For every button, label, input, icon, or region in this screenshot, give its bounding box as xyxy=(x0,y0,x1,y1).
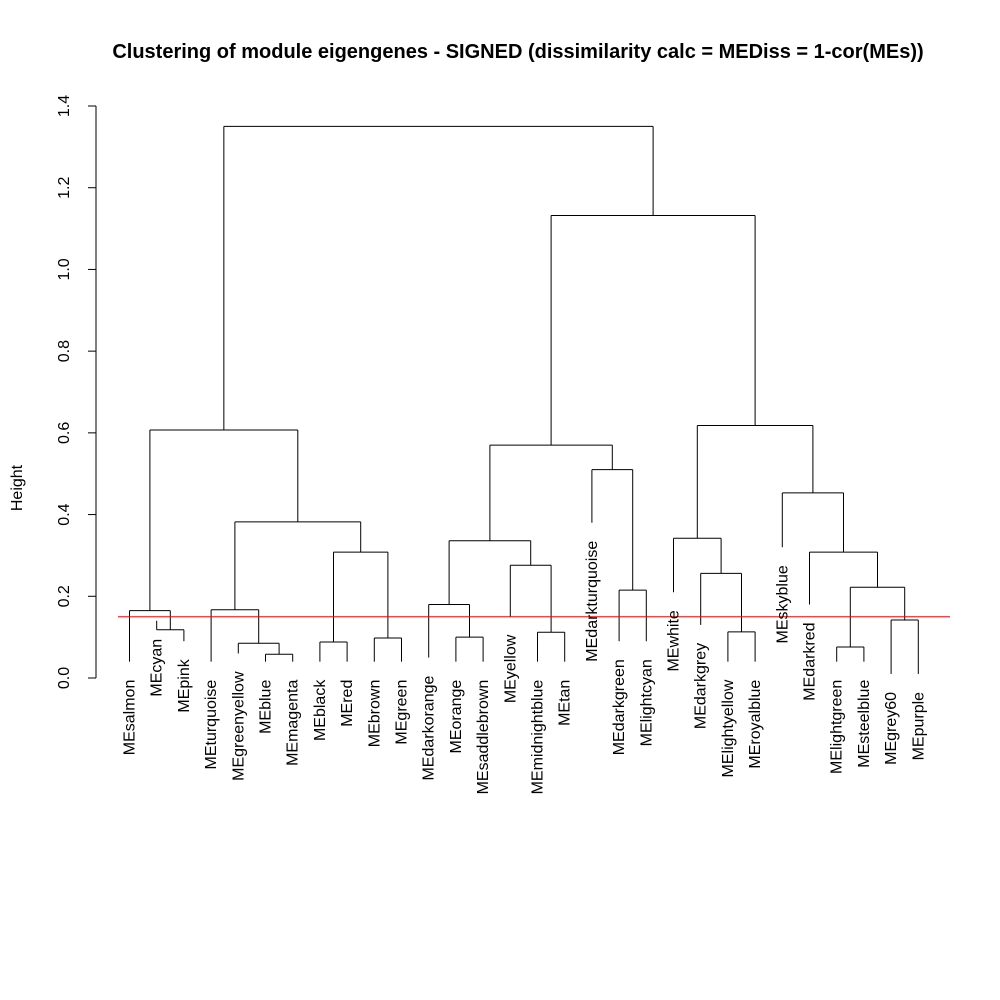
leaf-label: MEyellow xyxy=(502,634,519,703)
leaf-label: MEdarkgreen xyxy=(611,659,628,755)
leaf-label: MEbrown xyxy=(366,680,383,748)
leaf-label: MEdarkturquoise xyxy=(584,541,601,662)
leaf-label: MEdarkorange xyxy=(421,675,438,780)
leaf-label: MEorange xyxy=(448,680,465,754)
leaf-label: MElightcyan xyxy=(638,659,655,746)
leaf-label: MEmagenta xyxy=(285,680,302,766)
leaf-label: MEblue xyxy=(258,680,275,734)
y-tick-label: 0.8 xyxy=(56,340,73,362)
leaf-label: MEturquoise xyxy=(203,680,220,770)
leaf-label: MEtan xyxy=(557,680,574,726)
leaf-label: MEgreenyellow xyxy=(230,671,247,781)
leaf-label: MEgreen xyxy=(394,680,411,745)
leaf-label: MEcyan xyxy=(149,639,166,697)
leaf-labels: MEsalmon MEcyan MEpink MEturquoise MEgreenye… xyxy=(122,541,928,795)
y-tick-label: 0.4 xyxy=(56,503,73,525)
leaf-label: MEskyblue xyxy=(774,565,791,643)
y-tick-label: 0.6 xyxy=(56,422,73,444)
leaf-label: MEroyalblue xyxy=(747,680,764,769)
leaf-label: MEsaddlebrown xyxy=(475,680,492,795)
y-tick-label: 0.0 xyxy=(56,667,73,689)
leaf-label: MEred xyxy=(339,680,356,727)
leaf-label: MEwhite xyxy=(666,610,683,671)
y-tick-label: 1.0 xyxy=(56,258,73,280)
leaf-label: MEsteelblue xyxy=(856,680,873,768)
y-tick-label: 1.4 xyxy=(56,95,73,117)
y-tick-label: 0.2 xyxy=(56,585,73,607)
leaf-label: MEgrey60 xyxy=(883,692,900,765)
y-axis-label: Height xyxy=(9,464,26,511)
leaf-label: MEsalmon xyxy=(122,680,139,756)
leaf-label: MEblack xyxy=(312,679,329,741)
leaf-label: MEpurple xyxy=(910,692,927,761)
leaf-label: MEdarkred xyxy=(802,622,819,700)
y-axis: 0.0 0.2 0.4 0.6 0.8 1.0 1.2 1.4 xyxy=(56,95,97,689)
chart-title: Clustering of module eigengenes - SIGNED… xyxy=(112,41,923,63)
leaf-label: MEmidnightblue xyxy=(530,680,547,795)
y-tick-label: 1.2 xyxy=(56,176,73,198)
dendrogram-tree xyxy=(129,125,919,674)
leaf-label: MEdarkgrey xyxy=(693,643,710,729)
leaf-label: MElightgreen xyxy=(829,680,846,774)
leaf-label: MEpink xyxy=(176,658,193,712)
leaf-label: MElightyellow xyxy=(720,679,737,777)
